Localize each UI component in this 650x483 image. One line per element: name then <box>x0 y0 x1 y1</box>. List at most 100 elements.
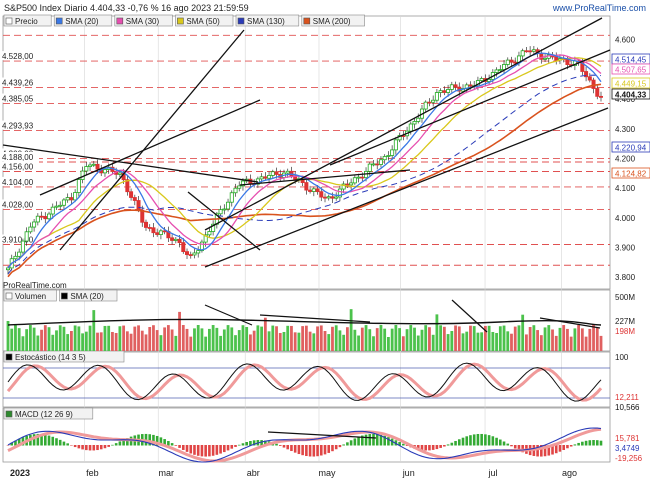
volume-bar <box>368 329 372 351</box>
trend-line <box>239 169 411 186</box>
candle-down <box>554 56 559 61</box>
macd-histogram-bar <box>260 440 263 446</box>
macd-histogram-bar <box>543 445 547 457</box>
stoch-value-label: 12,211 <box>615 393 639 402</box>
candle-down <box>315 188 320 193</box>
volume-bar <box>442 326 446 351</box>
x-axis-label: may <box>318 468 336 478</box>
macd-histogram-bar <box>428 445 431 451</box>
volume-bar <box>450 330 454 351</box>
volume-bar <box>297 332 301 351</box>
level-label-bg <box>1 77 39 87</box>
legend-box <box>3 407 94 420</box>
candle-up <box>311 188 316 192</box>
candle-down <box>591 79 596 89</box>
volume-bar <box>592 325 595 351</box>
candle-up <box>65 197 70 201</box>
level-label-bg <box>1 176 39 186</box>
macd-histogram-bar <box>387 437 390 446</box>
volume-bar <box>178 311 181 351</box>
macd-histogram-bar <box>510 445 513 447</box>
last-value-label: 4.220,94 <box>615 144 647 153</box>
macd-histogram-bar <box>73 445 77 448</box>
volume-bar <box>394 325 398 351</box>
macd-histogram-bar <box>461 437 465 446</box>
candle-down <box>375 163 380 166</box>
legend-box <box>235 14 300 27</box>
candle-down <box>136 200 141 211</box>
volume-bar <box>70 330 73 351</box>
candle-up <box>240 180 245 187</box>
left-level-label: 4.156,00 <box>2 162 34 171</box>
macd-value-label: -19,256 <box>615 454 643 463</box>
candle-up <box>434 92 439 101</box>
volume-bar <box>84 331 88 351</box>
candle-up <box>412 121 417 125</box>
legend-box <box>3 289 57 302</box>
volume-bar <box>580 328 584 351</box>
price-tick-label: 3.900 <box>615 243 636 252</box>
volume-bar <box>528 326 532 351</box>
volume-bar <box>413 327 416 351</box>
candle-down <box>427 101 432 104</box>
legend-label-price: SMA (20) <box>65 17 99 26</box>
volume-bar <box>401 336 405 351</box>
macd-histogram-bar <box>286 445 290 450</box>
trend-line <box>2 144 259 183</box>
candle-down <box>69 197 74 201</box>
candle-up <box>285 170 290 174</box>
volume-bar <box>461 333 465 351</box>
volume-bar <box>271 325 275 351</box>
volume-bar <box>312 333 316 351</box>
level-label-bg <box>1 234 39 244</box>
price-tick-label: 4.400 <box>615 95 636 104</box>
candle-up <box>479 78 484 81</box>
macd-histogram-bar <box>346 442 349 446</box>
volume-bar <box>211 325 215 351</box>
candle-down <box>319 191 324 198</box>
macd-histogram-bar <box>435 445 439 450</box>
candle-up <box>326 196 331 199</box>
last-value-tag <box>611 141 650 153</box>
candle-up <box>196 250 201 254</box>
candle-up <box>270 171 275 176</box>
macd-histogram-bar <box>96 445 99 451</box>
macd-histogram-bar <box>170 443 174 446</box>
volume-bar <box>405 329 409 351</box>
candle-up <box>28 226 33 233</box>
macd-histogram-bar <box>331 445 334 452</box>
candle-up <box>498 69 503 71</box>
volume-bar <box>92 310 96 351</box>
candle-down <box>185 251 190 255</box>
macd-histogram-bar <box>103 445 107 449</box>
volume-bar <box>469 325 472 351</box>
volume-bar <box>252 330 256 351</box>
macd-histogram-bar <box>379 434 383 446</box>
macd-histogram-bar <box>249 440 252 446</box>
candle-up <box>50 206 55 215</box>
candle-down <box>263 176 268 179</box>
volume-bar <box>353 329 357 351</box>
last-value-tag <box>611 77 650 89</box>
candle-down <box>453 84 458 88</box>
candle-down <box>304 182 309 191</box>
candle-up <box>446 89 451 93</box>
candle-down <box>468 84 473 87</box>
volume-bar <box>349 309 353 351</box>
volume-bar <box>573 328 577 351</box>
volume-bar <box>431 334 435 351</box>
candle-up <box>32 221 37 228</box>
left-level-label: 4.028,00 <box>2 200 34 209</box>
macd-histogram-bar <box>148 434 152 446</box>
macd-histogram-bar <box>282 445 286 448</box>
volume-bar <box>457 326 461 351</box>
candle-up <box>494 69 499 73</box>
x-axis-label: jun <box>402 468 415 478</box>
volume-bar <box>58 325 62 351</box>
macd-histogram-bar <box>502 441 506 446</box>
volume-bar <box>226 325 230 351</box>
candle-down <box>162 230 167 233</box>
left-level-label: 4.385,05 <box>2 95 34 104</box>
candle-up <box>211 223 216 232</box>
level-label-bg <box>1 199 39 209</box>
